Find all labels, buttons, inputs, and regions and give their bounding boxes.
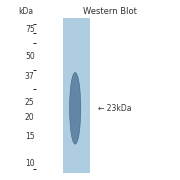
Text: Western Blot: Western Blot — [83, 7, 137, 16]
Bar — [63, 18, 90, 173]
Text: kDa: kDa — [18, 7, 33, 16]
Text: ← 23kDa: ← 23kDa — [98, 104, 132, 113]
Ellipse shape — [69, 73, 81, 144]
